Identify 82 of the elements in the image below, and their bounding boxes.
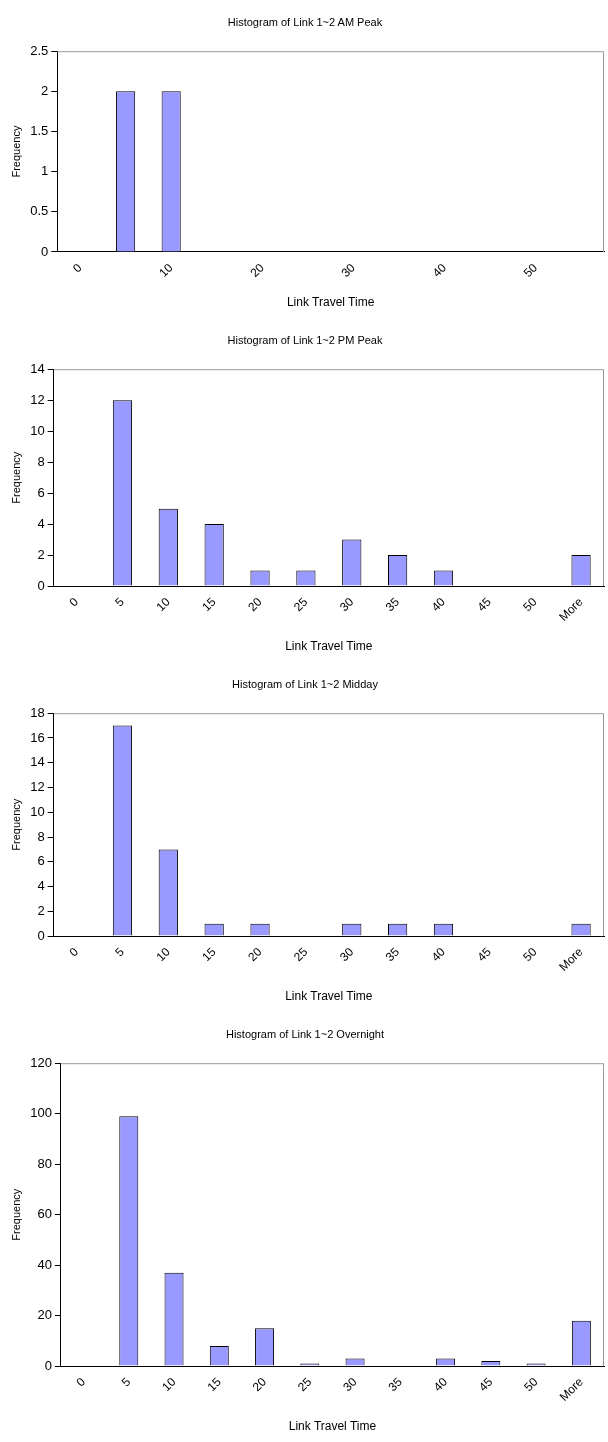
x-tick-label: 10 [159,1374,179,1395]
x-tick-label: 20 [245,944,265,965]
y-tick-label: 12 [30,779,45,795]
x-tick-label: 0 [66,944,82,960]
x-tick-label: 45 [474,594,495,615]
x-tick-label: 45 [475,1374,496,1395]
y-tick-label: 1 [41,163,49,179]
x-tick-label: 15 [204,1374,224,1395]
y-tick-label: 2 [41,82,49,98]
x-tick-label: 25 [294,1374,315,1395]
x-tick-label: 40 [430,1374,451,1395]
y-tick-label: 12 [30,391,45,407]
x-tick-label: 40 [429,260,450,280]
y-tick-label: 0 [41,243,49,259]
x-tick-label: 50 [520,944,540,965]
x-tick-label: 35 [382,944,403,965]
x-tick-label: 0 [66,594,82,610]
x-tick-label: 45 [474,944,495,965]
x-tick-label: 50 [520,594,540,615]
x-tick-label: 5 [112,944,128,960]
y-axis-title: Frequency [9,125,22,178]
x-tick-label: 30 [336,944,357,965]
x-tick-label: 50 [521,1374,541,1395]
y-tick-label: 18 [30,704,45,720]
x-tick-label: 30 [338,260,359,280]
y-tick-label: 4 [37,515,45,531]
y-tick-label: 14 [30,754,45,770]
x-tick-label: 10 [153,944,173,965]
y-axis-title: Frequency [9,1188,22,1241]
y-tick-label: 10 [30,422,45,438]
x-tick-label: 20 [247,260,267,280]
y-tick-label: 6 [37,484,45,500]
x-tick-label: 30 [336,594,357,615]
x-axis-title: Link Travel Time [285,639,373,654]
y-tick-label: 0 [37,577,45,593]
y-tick-label: 20 [37,1307,52,1323]
x-tick-label: 35 [385,1374,406,1395]
x-tick-label: 40 [428,594,449,615]
y-tick-label: 2 [37,546,45,562]
x-tick-label: 15 [199,594,219,615]
x-tick-label: 5 [118,1374,134,1390]
x-tick-label: 20 [249,1374,270,1395]
y-tick-label: 0.5 [30,203,49,219]
x-tick-label: 20 [245,594,265,615]
y-tick-label: 120 [30,1054,52,1070]
x-tick-label: 0 [73,1374,89,1390]
x-tick-label: 25 [291,594,311,615]
chart-title: Histogram of Link 1~2 Midday [232,677,379,690]
x-tick-label: 10 [153,594,173,615]
y-tick-label: 0 [44,1357,52,1373]
y-axis-title: Frequency [9,798,22,851]
y-tick-label: 40 [37,1256,52,1272]
x-axis-title: Link Travel Time [286,295,375,310]
x-tick-label: 35 [382,594,403,615]
y-tick-label: 2.5 [30,42,49,58]
y-tick-label: 2 [37,902,45,918]
y-tick-label: 80 [37,1155,52,1171]
y-tick-label: 100 [30,1105,52,1121]
y-tick-label: 10 [30,803,45,819]
y-tick-label: 1.5 [30,123,49,139]
x-tick-label: 15 [199,944,219,965]
y-tick-label: 6 [37,853,45,869]
y-tick-label: 8 [37,828,45,844]
x-axis-title: Link Travel Time [285,989,373,1004]
x-tick-label: 5 [112,594,128,610]
y-tick-label: 14 [30,360,45,376]
y-tick-label: 0 [37,927,45,943]
x-tick-label: 40 [428,944,449,965]
chart-title: Histogram of Link 1~2 Overnight [225,1027,385,1040]
y-axis-title: Frequency [9,451,22,504]
x-axis-title: Link Travel Time [288,1419,377,1434]
chart-title: Histogram of Link 1~2 PM Peak [227,333,383,346]
y-tick-label: 8 [37,453,45,469]
y-tick-label: 60 [37,1206,52,1222]
y-tick-label: 4 [37,878,45,894]
x-tick-label: 50 [520,260,541,280]
x-tick-label: 25 [291,944,311,965]
x-tick-label: 10 [156,260,176,280]
x-tick-label: 30 [340,1374,360,1395]
y-tick-label: 16 [30,729,45,745]
x-tick-label: 0 [69,260,85,276]
chart-title: Histogram of Link 1~2 AM Peak [227,15,383,28]
